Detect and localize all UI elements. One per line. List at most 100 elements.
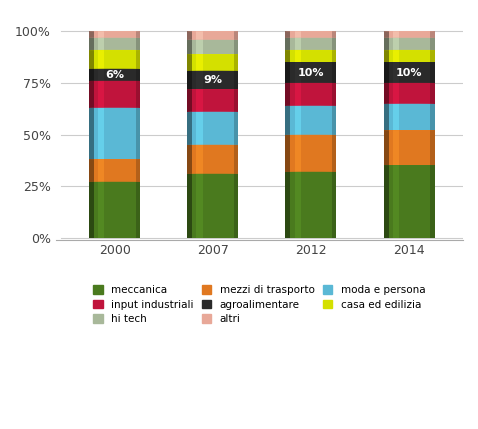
Bar — [192, 145, 238, 174]
Bar — [431, 130, 435, 166]
Bar — [192, 54, 238, 71]
Bar — [332, 135, 337, 172]
Bar — [89, 69, 94, 81]
Bar — [98, 182, 104, 238]
Bar — [389, 166, 435, 238]
Bar — [136, 159, 140, 182]
Bar — [89, 182, 94, 238]
Bar — [389, 31, 435, 38]
Bar — [383, 103, 389, 130]
Legend: meccanica, input industriali, hi tech, mezzi di trasporto, agroalimentare, altri: meccanica, input industriali, hi tech, m… — [89, 281, 429, 329]
Bar — [332, 38, 337, 50]
Bar — [136, 182, 140, 238]
Bar — [332, 31, 337, 38]
Bar — [332, 50, 337, 62]
Bar — [291, 62, 337, 83]
Bar — [98, 108, 104, 159]
Bar — [89, 31, 94, 38]
Bar — [389, 83, 435, 103]
Bar — [389, 38, 435, 50]
Bar — [389, 103, 435, 130]
Bar — [294, 83, 301, 106]
Bar — [332, 106, 337, 135]
Bar — [98, 69, 104, 81]
Bar — [192, 71, 238, 89]
Bar — [431, 38, 435, 50]
Bar — [192, 112, 238, 145]
Bar — [187, 31, 192, 40]
Bar — [285, 135, 291, 172]
Bar — [89, 50, 94, 69]
Bar — [94, 108, 140, 159]
Bar — [196, 54, 203, 71]
Bar — [393, 103, 399, 130]
Bar — [89, 108, 94, 159]
Bar — [196, 145, 203, 174]
Text: 6%: 6% — [105, 70, 124, 80]
Bar — [383, 62, 389, 83]
Bar — [393, 83, 399, 103]
Bar — [431, 50, 435, 62]
Bar — [234, 89, 238, 112]
Bar — [94, 69, 140, 81]
Bar — [291, 31, 337, 38]
Bar — [291, 172, 337, 238]
Bar — [393, 50, 399, 62]
Bar — [294, 172, 301, 238]
Bar — [431, 62, 435, 83]
Bar — [389, 130, 435, 166]
Bar — [136, 69, 140, 81]
Bar — [383, 50, 389, 62]
Bar — [89, 38, 94, 50]
Bar — [393, 62, 399, 83]
Bar — [192, 89, 238, 112]
Bar — [187, 174, 192, 238]
Bar — [291, 38, 337, 50]
Bar — [98, 81, 104, 108]
Bar — [94, 31, 140, 38]
Bar — [393, 31, 399, 38]
Bar — [383, 166, 389, 238]
Text: 9%: 9% — [203, 75, 222, 85]
Bar — [291, 135, 337, 172]
Bar — [196, 174, 203, 238]
Bar — [98, 50, 104, 69]
Bar — [187, 71, 192, 89]
Bar — [187, 54, 192, 71]
Bar — [294, 135, 301, 172]
Bar — [383, 31, 389, 38]
Bar — [285, 62, 291, 83]
Bar — [192, 174, 238, 238]
Bar — [89, 159, 94, 182]
Bar — [187, 112, 192, 145]
Bar — [431, 31, 435, 38]
Bar — [98, 38, 104, 50]
Bar — [294, 31, 301, 38]
Bar — [389, 62, 435, 83]
Bar — [234, 145, 238, 174]
Bar — [234, 71, 238, 89]
Bar — [294, 50, 301, 62]
Bar — [196, 71, 203, 89]
Bar — [136, 31, 140, 38]
Bar — [332, 83, 337, 106]
Bar — [94, 182, 140, 238]
Bar — [389, 50, 435, 62]
Bar — [393, 166, 399, 238]
Bar — [393, 130, 399, 166]
Bar — [234, 31, 238, 40]
Bar — [285, 83, 291, 106]
Bar — [234, 112, 238, 145]
Bar — [136, 81, 140, 108]
Text: 10%: 10% — [298, 68, 324, 78]
Bar — [291, 83, 337, 106]
Bar — [192, 31, 238, 40]
Bar — [136, 50, 140, 69]
Bar — [383, 130, 389, 166]
Bar — [294, 106, 301, 135]
Bar — [234, 174, 238, 238]
Bar — [291, 50, 337, 62]
Bar — [187, 40, 192, 54]
Bar — [136, 38, 140, 50]
Bar — [332, 172, 337, 238]
